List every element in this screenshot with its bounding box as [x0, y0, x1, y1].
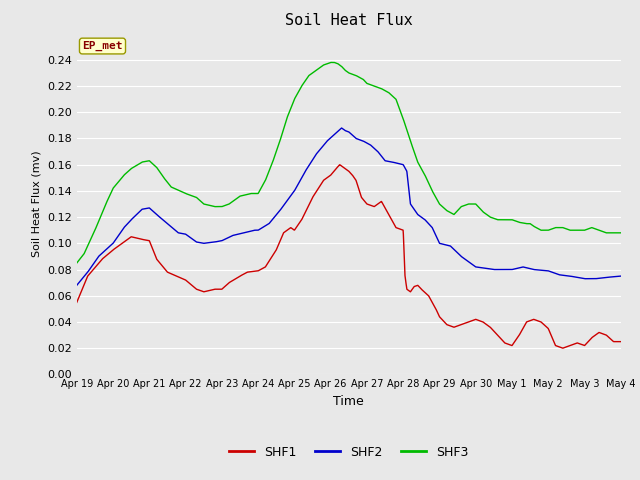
- X-axis label: Time: Time: [333, 395, 364, 408]
- Legend: SHF1, SHF2, SHF3: SHF1, SHF2, SHF3: [224, 441, 474, 464]
- Title: Soil Heat Flux: Soil Heat Flux: [285, 13, 413, 28]
- Y-axis label: Soil Heat Flux (mv): Soil Heat Flux (mv): [31, 151, 42, 257]
- Text: EP_met: EP_met: [82, 41, 123, 51]
